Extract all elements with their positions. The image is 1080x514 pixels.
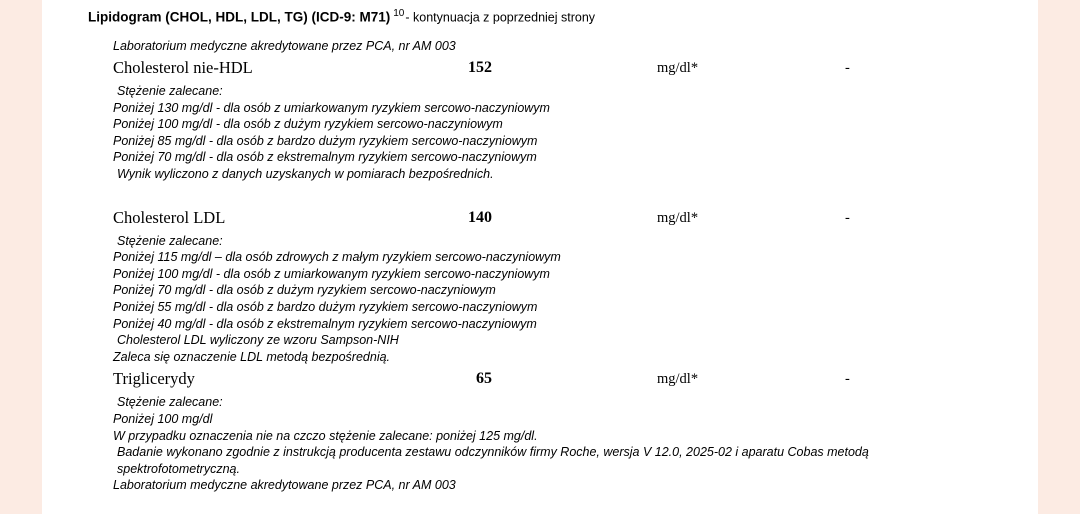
result-notes: Stężenie zalecane: Poniżej 130 mg/dl - d… [88,83,1028,183]
result-notes: Stężenie zalecane: Poniżej 115 mg/dl – d… [88,233,1028,366]
page-title: Lipidogram (CHOL, HDL, LDL, TG) (ICD-9: … [88,6,1028,26]
result-name: Cholesterol nie-HDL [113,58,253,78]
result-reference-range: - [845,209,850,226]
page-margin-band-right [1038,0,1080,514]
paper-sheet: Lipidogram (CHOL, HDL, LDL, TG) (ICD-9: … [42,0,1038,514]
note-line: Stężenie zalecane: [117,233,223,248]
note-line: Stężenie zalecane: [117,84,223,99]
note-line: Poniżej 40 mg/dl - dla osób z ekstremaln… [113,316,537,331]
note-line: Poniżej 70 mg/dl - dla osób z dużym ryzy… [113,283,496,298]
result-reference-range: - [845,371,850,388]
result-unit: mg/dl* [657,60,699,77]
note-line: W przypadku oznaczenia nie na czczo stęż… [113,428,538,443]
result-unit: mg/dl* [657,371,699,388]
result-notes: Stężenie zalecane: Poniżej 100 mg/dl W p… [88,394,1028,494]
report-content: Lipidogram (CHOL, HDL, LDL, TG) (ICD-9: … [88,6,1028,494]
note-line: Zaleca się oznaczenie LDL metodą bezpośr… [113,349,391,364]
note-line: Poniżej 55 mg/dl - dla osób z bardzo duż… [113,300,538,315]
note-line: Stężenie zalecane: [117,395,223,410]
result-row: Triglicerydy 65 mg/dl* - [113,369,1028,393]
note-line: Poniżej 115 mg/dl – dla osób zdrowych z … [113,250,561,265]
note-line: Cholesterol LDL wyliczony ze wzoru Samps… [117,333,399,348]
note-line: Poniżej 130 mg/dl - dla osób z umiarkowa… [113,100,550,115]
note-line: Wynik wyliczono z danych uzyskanych w po… [117,167,494,182]
section-spacer [88,183,1028,204]
page-title-footnote-marker: 10 [393,8,405,19]
note-line: Poniżej 100 mg/dl - dla osób z dużym ryz… [113,117,503,132]
page-title-continuation: - kontynuacja z poprzedniej strony [405,10,596,25]
result-reference-range: - [845,60,850,77]
page-margin-band-left [0,0,42,514]
result-value: 65 [476,370,492,388]
note-line: Poniżej 100 mg/dl - dla osób z umiarkowa… [113,266,550,281]
lab-accreditation-top: Laboratorium medyczne akredytowane przez… [113,38,456,53]
result-name: Cholesterol LDL [113,207,226,227]
result-row: Cholesterol nie-HDL 152 mg/dl* - [113,58,1028,82]
note-line: Poniżej 100 mg/dl [113,412,213,426]
result-value: 152 [468,59,492,77]
page-title-text: Lipidogram (CHOL, HDL, LDL, TG) (ICD-9: … [88,9,391,25]
note-line: Poniżej 70 mg/dl - dla osób z ekstremaln… [113,150,537,165]
result-value: 140 [468,208,492,226]
note-line: Poniżej 85 mg/dl - dla osób z bardzo duż… [113,133,538,148]
note-line: Badanie wykonano zgodnie z instrukcją pr… [117,445,869,476]
result-row: Cholesterol LDL 140 mg/dl* - [113,208,1028,232]
result-name: Triglicerydy [113,369,195,389]
note-line: Laboratorium medyczne akredytowane przez… [113,478,456,493]
result-unit: mg/dl* [657,209,699,226]
